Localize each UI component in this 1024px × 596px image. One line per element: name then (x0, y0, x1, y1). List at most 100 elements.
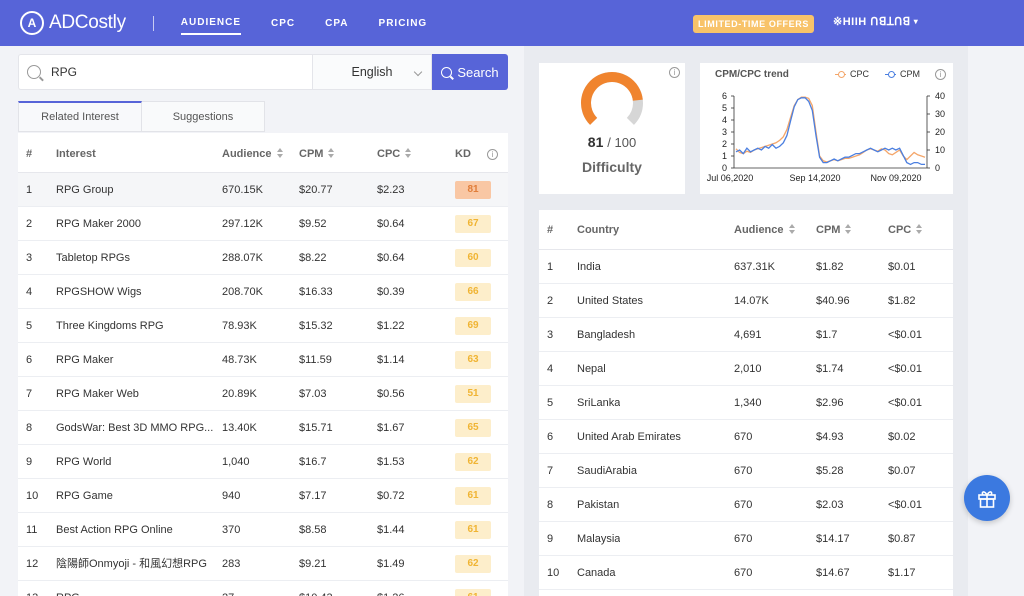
legend-cpm[interactable]: CPM (885, 69, 920, 79)
row-cpc: $0.39 (377, 286, 405, 298)
row-index: 3 (26, 252, 33, 264)
row-country: United States (577, 295, 644, 307)
row-cpc: <$0.01 (888, 329, 922, 341)
table-header-row: # Interest Audience CPM CPC KD i (18, 135, 508, 173)
table-row[interactable]: 5 Three Kingdoms RPG 78.93K $15.32 $1.22 69 (18, 309, 508, 343)
country-col-cpc[interactable]: CPC (888, 210, 923, 250)
difficulty-gauge (581, 72, 643, 125)
row-index: 1 (26, 184, 33, 196)
table-row[interactable]: 5 SriLanka 1,340 $2.96 <$0.01 (539, 386, 953, 420)
table-row[interactable]: 7 RPG Maker Web 20.89K $7.03 $0.56 51 (18, 377, 508, 411)
info-icon[interactable]: i (935, 69, 946, 80)
search-input[interactable] (51, 65, 281, 79)
table-row[interactable]: 3 Bangladesh 4,691 $1.7 <$0.01 (539, 318, 953, 352)
info-icon: i (487, 148, 498, 160)
row-cpm: $20.77 (299, 184, 333, 196)
row-audience: 288.07K (222, 252, 263, 264)
kd-badge: 65 (455, 419, 491, 437)
row-cpm: $1.74 (816, 363, 844, 375)
chevron-down-icon (413, 67, 423, 77)
row-cpc: $1.67 (377, 422, 405, 434)
trend-card: CPM/CPC trend CPC CPM i 0 1 2 3 4 5 6 0 10 20 30 40… (700, 63, 953, 194)
search-field[interactable] (18, 54, 312, 90)
row-cpc: $1.26 (377, 581, 405, 596)
row-cpc: <$0.01 (888, 397, 922, 409)
country-col-cpm[interactable]: CPM (816, 210, 852, 250)
row-interest: RPG Maker Web (56, 388, 139, 400)
row-audience: 370 (222, 524, 241, 536)
nav-cpc[interactable]: CPC (271, 17, 296, 29)
table-row[interactable]: 12 陰陽師Onmyoji - 和風幻想RPG 283 $9.21 $1.49 62 (18, 547, 508, 581)
table-row[interactable]: 8 Pakistan 670 $2.03 <$0.01 (539, 488, 953, 522)
tab-suggestions[interactable]: Suggestions (142, 101, 265, 132)
table-row[interactable]: 4 Nepal 2,010 $1.74 <$0.01 (539, 352, 953, 386)
tab-related-interest[interactable]: Related Interest (18, 101, 142, 132)
row-country: United Arab Emirates (577, 431, 681, 443)
language-select[interactable]: English (312, 54, 432, 90)
table-row[interactable]: 2 RPG Maker 2000 297.12K $9.52 $0.64 67 (18, 207, 508, 241)
logo[interactable]: A ADCostly (20, 11, 126, 35)
table-row[interactable]: 7 SaudiArabia 670 $5.28 $0.07 (539, 454, 953, 488)
table-row[interactable]: 6 United Arab Emirates 670 $4.93 $0.02 (539, 420, 953, 454)
y-right-tick-label: 30 (935, 109, 945, 119)
search-button[interactable]: Search (432, 54, 508, 90)
kd-badge: 61 (455, 521, 491, 539)
y-right-tick-label: 40 (935, 91, 945, 101)
difficulty-label: Difficulty (582, 159, 642, 175)
y-left-tick-label: 0 (722, 163, 727, 173)
table-row[interactable]: 2 United States 14.07K $40.96 $1.82 (539, 284, 953, 318)
nav-audience[interactable]: AUDIENCE (180, 12, 242, 35)
row-index: 4 (26, 286, 33, 298)
row-audience: 48.73K (222, 354, 257, 366)
table-row[interactable]: 3 Tabletop RPGs 288.07K $8.22 $0.64 60 (18, 241, 508, 275)
row-cpm: $1.7 (816, 329, 838, 341)
table-row[interactable]: 1 India 637.31K $1.82 $0.01 (539, 250, 953, 284)
row-index: 7 (547, 465, 554, 477)
trend-chart: 0 1 2 3 4 5 6 0 10 20 30 40 Jul 06,2020 Sep 14,2020 No… (707, 91, 945, 183)
country-col-audience[interactable]: Audience (734, 210, 796, 250)
limited-offer-button[interactable]: LIMITED-TIME OFFERS (693, 15, 814, 33)
table-row[interactable]: 13 RPG... 27 $10.43 $1.26 61 (18, 581, 508, 596)
table-row[interactable]: 9 RPG World 1,040 $16.7 $1.53 62 (18, 445, 508, 479)
logo-text: ADCostly (49, 12, 126, 33)
table-row[interactable]: 8 GodsWar: Best 3D MMO RPG... 13.40K $15.71… (18, 411, 508, 445)
col-header-kd: KD (455, 148, 471, 160)
table-row[interactable]: 10 Canada 670 $14.67 $1.17 (539, 556, 953, 590)
col-header-audience[interactable]: Audience (222, 135, 284, 173)
table-row[interactable]: 11 Best Action RPG Online 370 $8.58 $1.44 61 (18, 513, 508, 547)
row-interest: 陰陽師Onmyoji - 和風幻想RPG (56, 558, 207, 570)
row-cpc: $1.44 (377, 524, 405, 536)
x-tick-label: Jul 06,2020 (707, 173, 754, 183)
table-row[interactable]: 4 RPGSHOW Wigs 208.70K $16.33 $0.39 66 (18, 275, 508, 309)
logo-icon: A (20, 11, 44, 35)
nav-cpa[interactable]: CPA (325, 17, 349, 29)
row-audience: 297.12K (222, 218, 263, 230)
y-left-tick-label: 1 (722, 151, 727, 161)
col-header-cpc[interactable]: CPC (377, 135, 412, 173)
table-row[interactable]: 10 RPG Game 940 $7.17 $0.72 61 (18, 479, 508, 513)
country-col-cpc-label: CPC (888, 224, 912, 236)
gift-button[interactable] (964, 475, 1010, 521)
language-value: English (351, 65, 393, 79)
gift-icon (978, 491, 996, 508)
row-cpm: $7.17 (299, 490, 327, 502)
row-cpm: $14.67 (816, 567, 850, 579)
col-header-cpm[interactable]: CPM (299, 135, 335, 173)
user-menu[interactable]: ※HIIH ꓵꓭꓕꓵꓭ ▾ (833, 15, 918, 28)
row-index: 3 (547, 329, 554, 341)
table-row[interactable]: 9 Malaysia 670 $14.17 $0.87 (539, 522, 953, 556)
nav-pricing[interactable]: PRICING (378, 17, 428, 29)
legend-cpc[interactable]: CPC (835, 69, 869, 79)
user-name: ※HIIH ꓵꓭꓕꓵꓭ (833, 16, 911, 28)
y-left-tick-label: 3 (722, 127, 727, 137)
kd-badge: 63 (455, 351, 491, 369)
table-row[interactable]: 1 RPG Group 670.15K $20.77 $2.23 81 (18, 173, 508, 207)
info-icon[interactable]: i (669, 67, 680, 78)
table-row[interactable]: 6 RPG Maker 48.73K $11.59 $1.14 63 (18, 343, 508, 377)
row-cpc: $1.82 (888, 295, 916, 307)
row-cpm: $16.33 (299, 286, 333, 298)
row-interest: GodsWar: Best 3D MMO RPG... (56, 422, 214, 434)
kd-info[interactable]: i (487, 135, 498, 173)
row-cpm: $9.52 (299, 218, 327, 230)
country-col-cpm-label: CPM (816, 224, 841, 236)
